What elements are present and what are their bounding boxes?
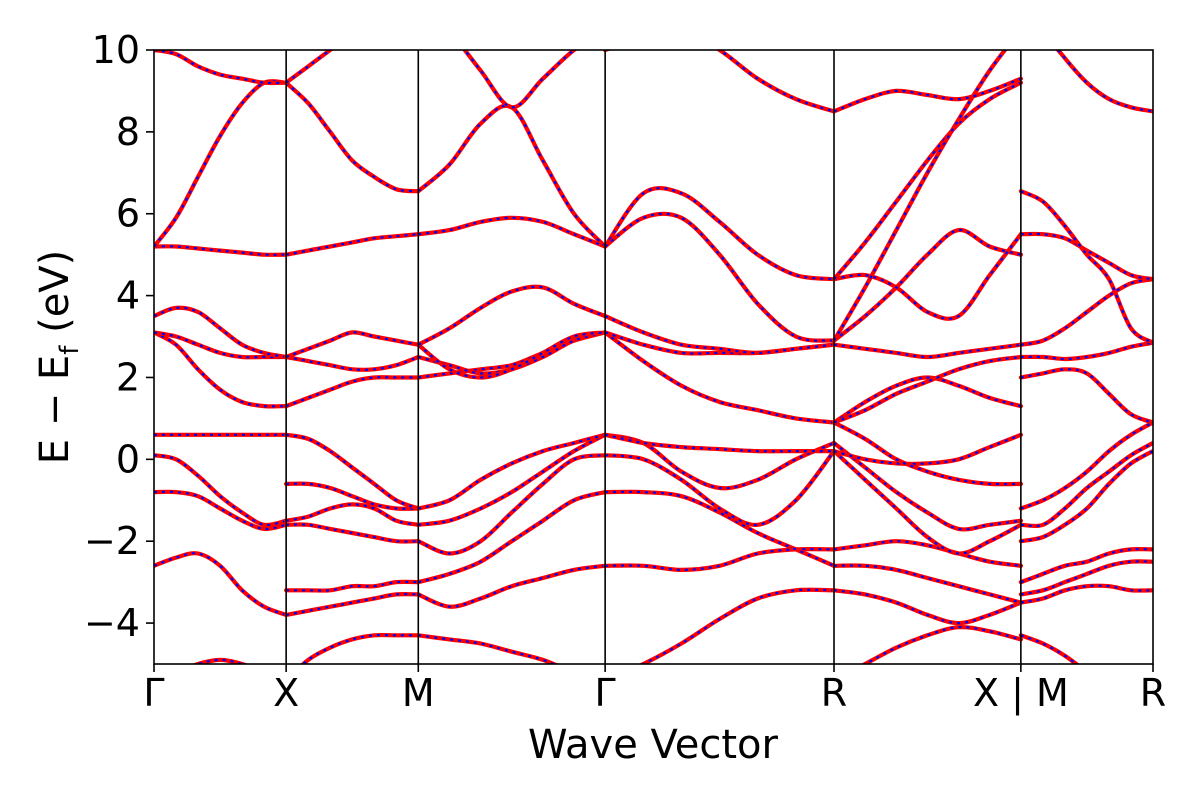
band-line-solid [154,489,289,532]
band-line-dashed [417,454,606,555]
band-line-solid [1018,559,1153,597]
band-line-solid [462,50,578,110]
band-line-solid [603,50,837,114]
band-line-dashed [154,331,287,408]
x-tick-label: R [821,671,847,715]
band-line-solid [284,502,421,527]
band-line-solid [831,227,1023,343]
band-line-solid [1018,633,1080,664]
band-line-dashed [1020,232,1153,281]
y-tick-label: 8 [116,110,140,154]
band-line-dashed [604,433,834,453]
band-line-solid [284,330,421,360]
band-line-solid [831,563,1023,605]
band-line-dashed [154,306,287,359]
band-line-dashed [285,592,419,616]
band-line-solid [284,232,421,257]
band-line-dashed [833,355,1022,424]
band-line-solid [831,440,1023,532]
y-tick-label: −2 [84,519,140,563]
band-line-dashed [833,233,1022,320]
band-line-dashed [154,80,287,248]
band-line-solid [1018,367,1153,425]
plot-frame [153,49,1154,665]
band-line-dashed [418,491,606,584]
high-symmetry-lines [285,50,1022,664]
band-line-solid [284,80,421,194]
band-line-solid [1018,440,1153,529]
band-line-dashed [604,187,835,281]
x-tick-label: Γ [143,671,164,715]
y-tick-label: 4 [116,274,140,318]
band-line-dashed [604,450,835,526]
band-line-solid [300,632,421,664]
band-line-dashed [833,50,1007,342]
band-line-solid [603,330,837,425]
band-line-solid [860,624,1023,664]
y-tick-label: 2 [116,355,140,399]
band-line-dashed [640,588,835,664]
band-line-solid [1018,546,1153,585]
band-line-dashed [418,331,606,375]
x-axis-ticks: Γ X M Γ R X | M R [143,664,1166,716]
band-line-dashed [1020,584,1153,604]
band-line-dashed [833,77,1022,113]
x-tick-label: X | M [973,671,1069,716]
band-line-dashed [1020,450,1153,543]
band-line-dashed [286,523,419,543]
band-line-solid [603,489,837,568]
band-line-dashed [418,216,606,248]
band-line-dashed [604,433,835,490]
band-line-dashed [833,450,1022,555]
band-line-dashed [833,421,1021,486]
band-line-dashed [154,245,287,256]
x-tick-label: R [1140,671,1166,715]
x-tick-label: X [273,671,299,715]
band-line-solid [416,633,559,664]
band-line-solid [831,342,1023,360]
band-line-dashed [833,589,1022,625]
band-line-dashed [154,454,287,527]
band-line-dashed [1020,190,1153,344]
y-axis-label-unit: (eV) [32,250,78,346]
y-axis-ticks: 10 8 6 4 2 0 −2 −4 [84,28,154,645]
band-line-dashed [417,331,606,379]
y-tick-label: 6 [116,192,140,236]
band-line-dashed [286,482,419,510]
band-line-solid [1055,50,1153,114]
y-axis-label-main: E − E [32,355,78,465]
band-line-solid [284,354,421,372]
band-line-solid [191,657,249,664]
band-line-dashed [285,433,419,510]
band-line-dashed [286,580,419,592]
band-line-solid [1018,420,1153,511]
band-line-solid [284,375,421,409]
band-line-dashed [417,564,606,608]
y-axis-label-subscript: f [55,345,85,355]
band-line-dashed [833,433,1022,466]
band-line-solid [154,551,289,617]
band-line-solid [416,284,608,347]
band-line-dashed [418,433,606,510]
x-tick-label: Γ [595,671,616,715]
band-line-dashed [833,376,1022,424]
y-axis-label: E − Ef (eV) [32,250,85,465]
x-axis-label: Wave Vector [528,722,779,768]
band-line-solid [416,432,608,527]
band-line-dashed [604,315,835,355]
y-tick-label: 0 [116,437,140,481]
band-line-dashed [833,81,1022,280]
band-line-solid [1018,277,1153,347]
band-line-solid [603,211,837,343]
y-tick-label: 10 [92,28,140,72]
band-line-solid [284,50,334,85]
band-line-dashed [154,331,287,359]
band-line-solid [831,539,1023,568]
y-tick-label: −4 [84,601,140,645]
band-line-solid [154,50,289,86]
band-line-dashed [1020,341,1153,361]
bands-group [154,50,1153,664]
x-tick-label: M [402,671,435,715]
